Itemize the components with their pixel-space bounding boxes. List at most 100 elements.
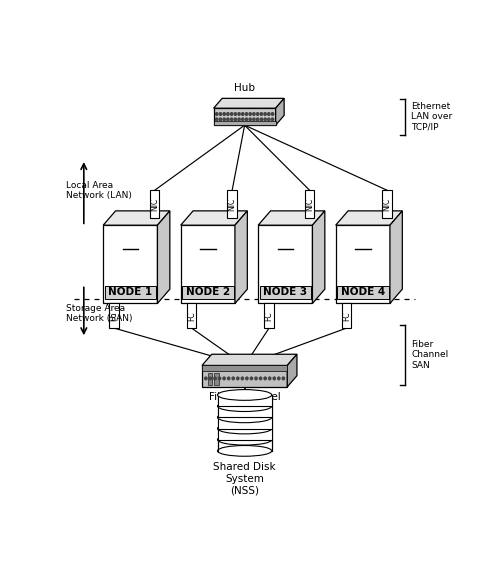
FancyBboxPatch shape xyxy=(214,373,219,385)
Polygon shape xyxy=(202,354,297,365)
Circle shape xyxy=(234,118,236,121)
Polygon shape xyxy=(258,211,325,225)
Circle shape xyxy=(282,377,284,380)
Ellipse shape xyxy=(218,401,272,411)
Polygon shape xyxy=(235,211,248,303)
Polygon shape xyxy=(187,303,196,328)
Circle shape xyxy=(216,118,218,121)
Circle shape xyxy=(256,118,259,121)
Circle shape xyxy=(246,377,248,380)
Circle shape xyxy=(273,377,276,380)
Polygon shape xyxy=(337,286,388,299)
Circle shape xyxy=(236,377,239,380)
Text: FC: FC xyxy=(264,311,274,321)
Polygon shape xyxy=(218,429,272,440)
Polygon shape xyxy=(218,417,272,429)
Circle shape xyxy=(220,118,222,121)
Text: NODE 2: NODE 2 xyxy=(186,287,230,297)
Circle shape xyxy=(234,113,236,116)
Polygon shape xyxy=(158,211,170,303)
Circle shape xyxy=(253,118,255,121)
Text: Ethernet
LAN over
TCP/IP: Ethernet LAN over TCP/IP xyxy=(411,102,453,131)
Circle shape xyxy=(238,118,240,121)
Text: Fiber Channel
Switch: Fiber Channel Switch xyxy=(209,392,281,414)
FancyBboxPatch shape xyxy=(208,373,212,385)
Circle shape xyxy=(272,113,274,116)
Ellipse shape xyxy=(218,435,272,445)
Polygon shape xyxy=(218,440,272,451)
Circle shape xyxy=(253,113,255,116)
Polygon shape xyxy=(287,354,297,387)
Polygon shape xyxy=(342,303,351,328)
Circle shape xyxy=(232,377,234,380)
Ellipse shape xyxy=(218,423,272,434)
Circle shape xyxy=(220,113,222,116)
Circle shape xyxy=(250,377,252,380)
Circle shape xyxy=(249,118,252,121)
Text: NODE 4: NODE 4 xyxy=(340,287,385,297)
Circle shape xyxy=(268,113,270,116)
Text: Shared Disk
System
(NSS): Shared Disk System (NSS) xyxy=(214,462,276,495)
Polygon shape xyxy=(260,286,311,299)
Circle shape xyxy=(238,113,240,116)
Circle shape xyxy=(241,377,244,380)
Circle shape xyxy=(210,377,212,380)
Polygon shape xyxy=(180,225,235,303)
Text: NIC: NIC xyxy=(228,198,236,211)
Circle shape xyxy=(264,377,266,380)
Circle shape xyxy=(268,118,270,121)
Circle shape xyxy=(226,118,229,121)
Polygon shape xyxy=(180,211,248,225)
Circle shape xyxy=(260,118,262,121)
Circle shape xyxy=(214,377,216,380)
Polygon shape xyxy=(305,191,314,218)
Polygon shape xyxy=(182,286,234,299)
Text: Storage Area
Network (SAN): Storage Area Network (SAN) xyxy=(66,304,133,323)
Circle shape xyxy=(223,113,226,116)
Text: Fiber
Channel
SAN: Fiber Channel SAN xyxy=(411,340,449,370)
Text: NODE 3: NODE 3 xyxy=(263,287,308,297)
Circle shape xyxy=(230,113,233,116)
Ellipse shape xyxy=(218,412,272,423)
Circle shape xyxy=(268,377,271,380)
Circle shape xyxy=(216,113,218,116)
Ellipse shape xyxy=(218,390,272,400)
Polygon shape xyxy=(103,211,170,225)
Text: NIC: NIC xyxy=(150,198,159,211)
Polygon shape xyxy=(336,225,390,303)
Polygon shape xyxy=(214,98,284,108)
Circle shape xyxy=(256,113,259,116)
Ellipse shape xyxy=(218,446,272,456)
Circle shape xyxy=(242,113,244,116)
Polygon shape xyxy=(264,303,274,328)
Polygon shape xyxy=(110,303,118,328)
Circle shape xyxy=(218,377,220,380)
Circle shape xyxy=(272,118,274,121)
Polygon shape xyxy=(104,286,156,299)
Polygon shape xyxy=(276,98,284,125)
Circle shape xyxy=(242,118,244,121)
Circle shape xyxy=(246,113,248,116)
Text: NODE 1: NODE 1 xyxy=(108,287,152,297)
Circle shape xyxy=(226,113,229,116)
Polygon shape xyxy=(390,211,402,303)
Circle shape xyxy=(264,118,266,121)
Text: FC: FC xyxy=(110,311,118,321)
Polygon shape xyxy=(150,191,160,218)
Circle shape xyxy=(260,377,262,380)
Polygon shape xyxy=(214,108,276,125)
Circle shape xyxy=(264,113,266,116)
Polygon shape xyxy=(202,365,287,371)
Polygon shape xyxy=(103,225,158,303)
Polygon shape xyxy=(218,406,272,417)
Text: NIC: NIC xyxy=(382,198,392,211)
Polygon shape xyxy=(218,395,272,406)
Text: FC: FC xyxy=(187,311,196,321)
Polygon shape xyxy=(312,211,325,303)
Circle shape xyxy=(255,377,257,380)
Polygon shape xyxy=(336,211,402,225)
Circle shape xyxy=(278,377,280,380)
Circle shape xyxy=(230,118,233,121)
Circle shape xyxy=(223,118,226,121)
Circle shape xyxy=(246,118,248,121)
